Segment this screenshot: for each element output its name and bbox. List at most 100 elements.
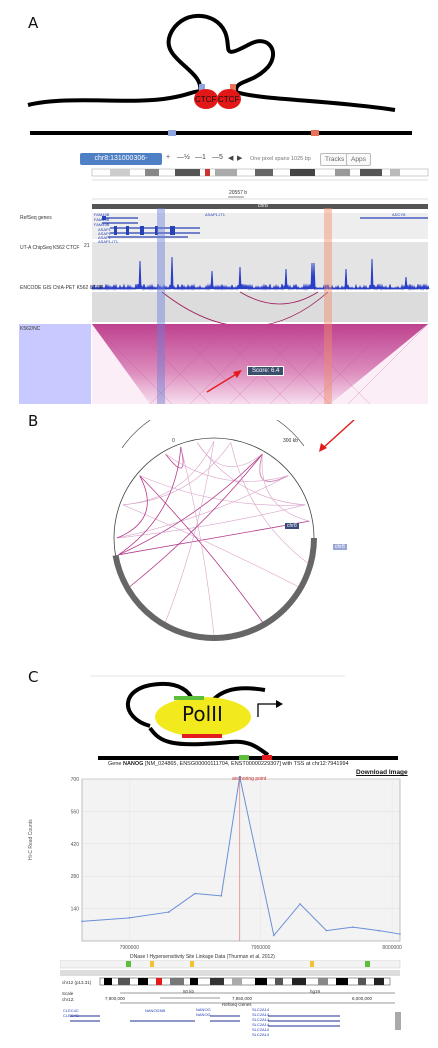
data-point	[325, 929, 328, 932]
browser-gene-5: SLC2A14	[252, 1007, 270, 1012]
genome-browser-tracks	[19, 168, 430, 405]
browser-pos-2: 8,000,000	[352, 996, 373, 1001]
chromosome-label: chr8	[258, 203, 268, 209]
chip-seq-peaks	[91, 256, 430, 291]
browser-gene-3: NANOG	[196, 1007, 211, 1012]
locus-box[interactable]: chr8:131000306-131997339	[80, 153, 162, 174]
pixel-span-text: One pixel spans 1025 bp	[250, 156, 311, 162]
ctcf-left-label: CTCF	[195, 95, 217, 104]
browser-gene-10: SLC2A14	[252, 1032, 270, 1037]
gene-label-6: ASAP1-IT1	[98, 239, 119, 244]
data-point	[238, 776, 241, 778]
refseq-genes-label: RefSeq Genes	[222, 1002, 252, 1007]
chromosome-arc	[112, 537, 317, 641]
browser-gene-7: SLC2A14	[252, 1017, 270, 1022]
zoom-in-button[interactable]: +	[166, 154, 171, 161]
y-tick-label: 140	[71, 907, 80, 913]
chromosome-ideogram	[91, 168, 429, 177]
gene-label-3: ASAP1	[98, 227, 111, 232]
data-point	[273, 934, 275, 937]
gene-label-5: ASAP1	[98, 235, 111, 240]
browser-gene-9: SLC2A14	[252, 1027, 270, 1032]
span-label: 20557 b	[229, 190, 248, 196]
y-tick-label: 560	[71, 809, 80, 815]
zoom-five-button[interactable]: —5	[212, 154, 223, 161]
panel-b-letter: B	[28, 412, 39, 430]
track-label-chiapet: ENCODE GIS ChIA-PET K562 CTCF	[20, 285, 103, 291]
data-point	[378, 929, 380, 932]
y-tick-label: 420	[71, 842, 80, 848]
pan-left-button[interactable]: ◀	[228, 155, 234, 162]
highlight-red	[324, 208, 332, 404]
track-label-hic: K562/NC	[20, 326, 41, 332]
zoom-half-button[interactable]: —½	[177, 154, 190, 161]
download-image-link[interactable]: Download Image	[356, 769, 408, 776]
highlight-blue	[157, 208, 165, 404]
data-point	[399, 933, 401, 935]
gene-label-0: FAM49B	[94, 212, 110, 217]
gene-name: NANOG	[122, 761, 144, 767]
hic-series-line	[81, 776, 401, 937]
x-tick-label: 7950000	[251, 945, 271, 951]
zoom-one-button[interactable]: —1	[195, 154, 206, 161]
browser-chr-label: chr12:	[62, 997, 75, 1002]
y-axis-label: Hi-C Read Counts	[28, 819, 34, 860]
hic-heatmap	[92, 324, 428, 404]
arc-start-label: 0	[172, 438, 175, 444]
browser-pos-0: 7,900,000	[105, 996, 126, 1001]
browser-gene-1: CLEC4C	[63, 1013, 79, 1018]
interaction-circle	[112, 420, 355, 641]
circle-chr-label: chr8	[285, 523, 299, 529]
dnase-label: DNase I Hypersensitivity Site Linkage Da…	[130, 954, 275, 960]
ctcf-left-shape	[194, 89, 218, 109]
anchor-label: anchoring point	[232, 776, 267, 782]
pan-right-button[interactable]: ▶	[237, 155, 243, 162]
polii-schematic	[90, 675, 398, 760]
browser-gene-8: SLC2A14	[252, 1022, 270, 1027]
browser-ruler-label: 50 kb	[183, 989, 195, 994]
data-point	[220, 895, 223, 897]
circular-interaction-plot	[112, 420, 355, 641]
outside-chr-label: chr8	[333, 544, 347, 550]
browser-gene-4: NANOG	[196, 1012, 211, 1017]
polii-shape	[155, 697, 251, 737]
y-tick-label: 280	[71, 874, 80, 880]
data-point	[128, 917, 131, 919]
ucsc-browser-strip	[60, 960, 401, 1030]
data-point	[299, 903, 301, 905]
track-scale-max: 21	[84, 243, 90, 249]
ideogram-label: chr12 (p13.31)	[62, 980, 92, 985]
data-point	[194, 892, 196, 895]
gene-label-1: FAM49B	[94, 217, 110, 222]
track-label-chipseq: UT-A ChipSeq K562 CTCF	[20, 245, 80, 251]
gene-title: Gene NANOG [NM_024865, ENSG00000111704, …	[108, 761, 349, 767]
gene-label-2: FAM49B	[94, 222, 110, 227]
panel-c-letter: C	[28, 668, 39, 686]
gene-title-pre: Gene	[108, 761, 123, 767]
data-point	[167, 911, 170, 913]
browser-gene-2: NANOGNB	[145, 1008, 166, 1013]
chiapet-arc-2	[239, 291, 319, 305]
ctcf-right-label: CTCF	[218, 95, 240, 104]
gene-label-4: ASAP1	[98, 231, 111, 236]
refseq-genes-models	[70, 1015, 340, 1027]
x-tick-label: 8000000	[382, 945, 402, 951]
ctcf-loop-schematic	[27, 13, 412, 136]
score-tooltip: Score: 6.4	[247, 366, 285, 376]
tracks-button[interactable]: Tracks	[320, 153, 350, 166]
chr-bar	[92, 204, 428, 209]
gene-label-mid: ASAP1-IT1	[205, 212, 226, 217]
browser-gene-6: SLC2A14	[252, 1012, 270, 1017]
x-tick-label: 7900000	[120, 945, 140, 951]
arc-end-label: 300 kb	[283, 438, 299, 444]
panel-a-letter: A	[28, 14, 39, 32]
apps-button[interactable]: Apps	[346, 153, 371, 166]
hic-line-chart: 140 280 420 560 700 7900000 7950000 8000000	[71, 776, 402, 951]
browser-scale-label: Scale	[62, 991, 74, 996]
gene-label-right: ADCY8	[392, 212, 406, 217]
chr12-ideogram	[99, 977, 391, 986]
browser-assembly-label: hg19	[310, 989, 321, 994]
gene-title-post: [NM_024865, ENSG00000111704, ENST0000022…	[143, 761, 349, 767]
polii-label: PolII	[182, 702, 223, 726]
ctcf-right-shape	[217, 89, 241, 109]
